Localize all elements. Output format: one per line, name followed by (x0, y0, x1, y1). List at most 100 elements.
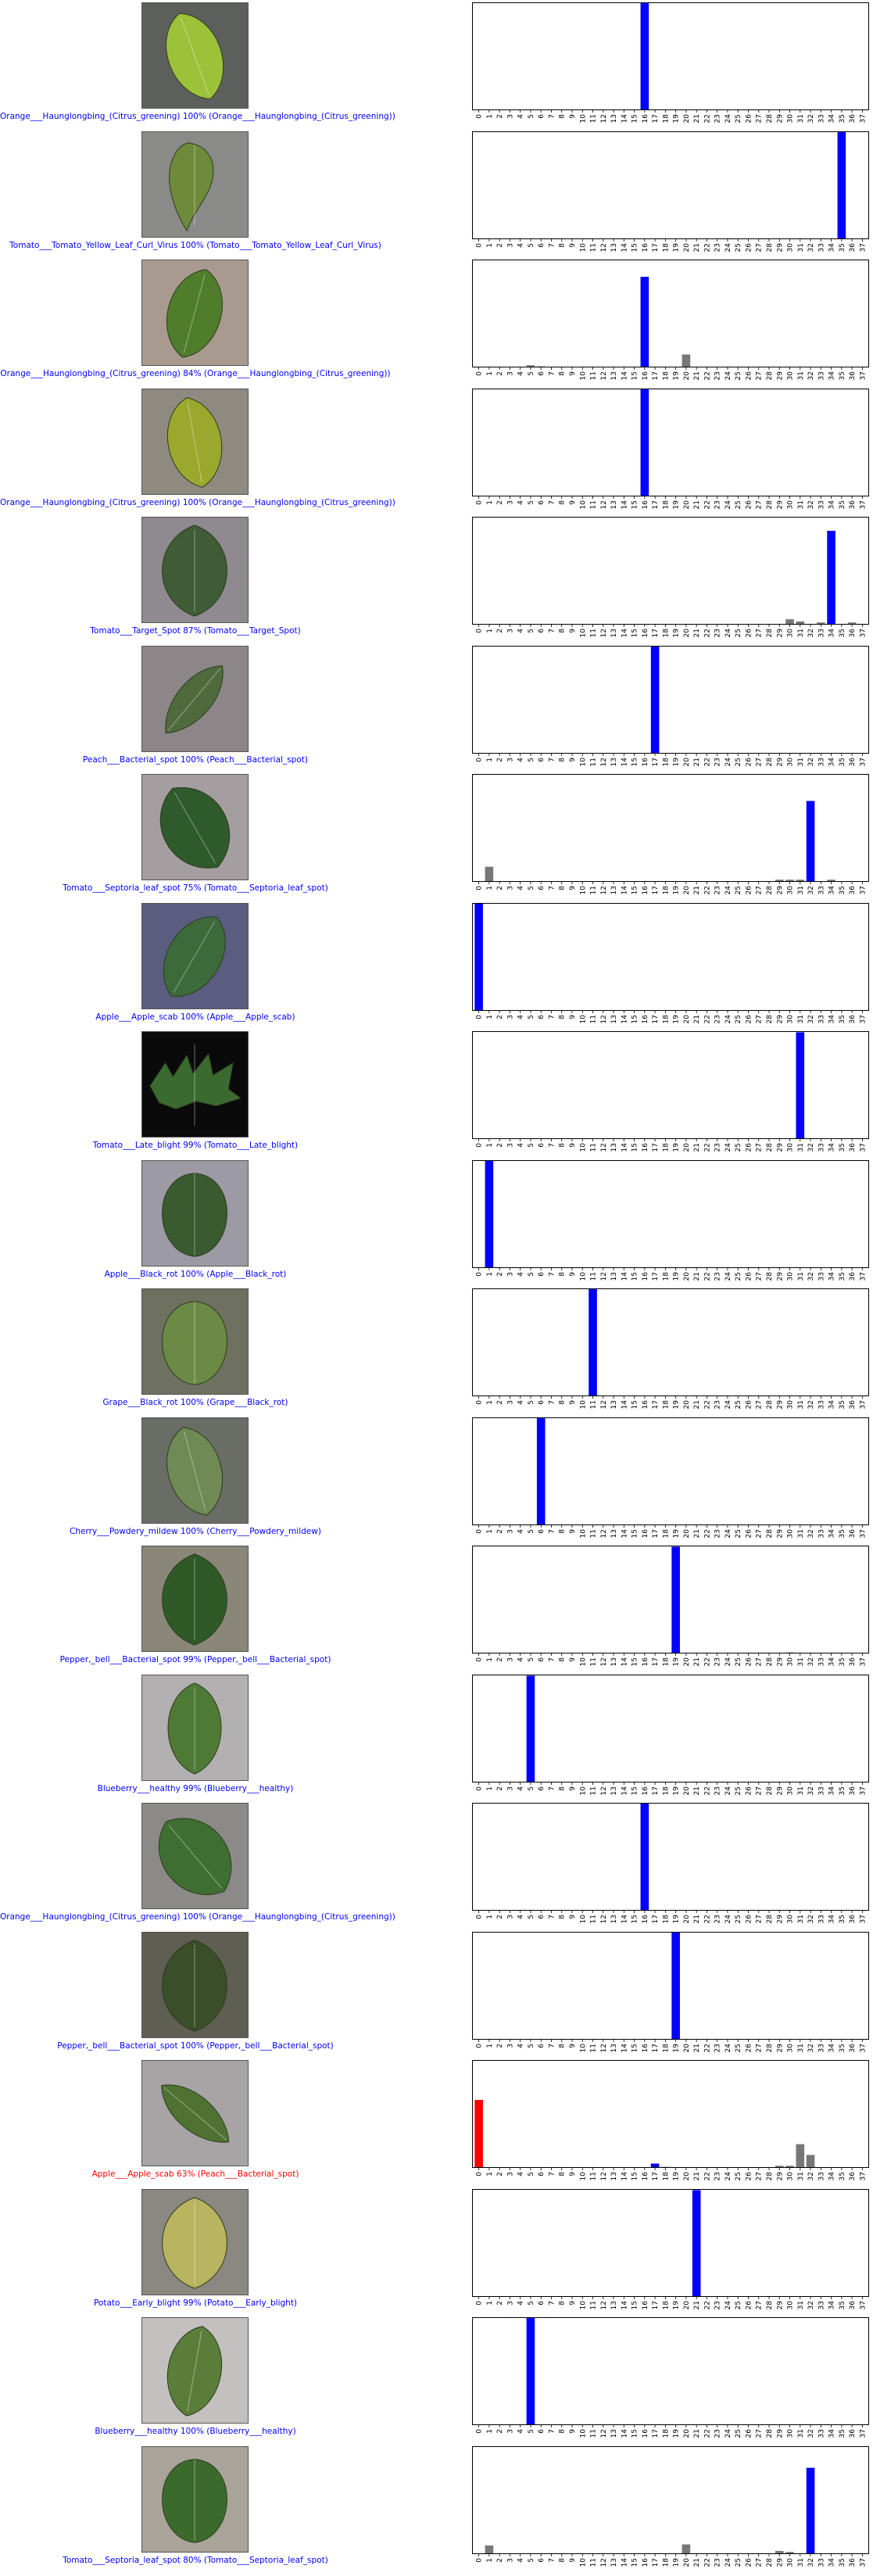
leaf-image (141, 774, 249, 880)
bar-class-29 (775, 2550, 784, 2554)
x-tick-label: 19 (673, 629, 681, 638)
x-tick-label: 30 (787, 629, 795, 638)
x-tick-label: 16 (642, 1271, 649, 1281)
x-tick-label: 14 (621, 2557, 628, 2567)
x-tick-label: 36 (849, 1143, 857, 1152)
x-tick-label: 27 (756, 2558, 764, 2567)
x-tick-label: 1 (486, 2429, 494, 2434)
x-tick-label: 27 (756, 2172, 764, 2180)
prediction-caption: Tomato___Septoria_leaf_spot 75% (Tomato_… (63, 883, 328, 893)
x-tick-label: 30 (787, 757, 795, 766)
x-tick-label: 0 (476, 1014, 484, 1019)
x-tick-label: 12 (600, 758, 608, 766)
x-tick-label: 4 (517, 629, 525, 633)
x-tick-label: 36 (849, 757, 857, 766)
x-tick-label: 37 (859, 1529, 867, 1538)
x-tick-label: 19 (673, 1786, 681, 1795)
x-tick-label: 11 (590, 243, 598, 252)
x-tick-label: 19 (673, 1014, 681, 1023)
x-tick-label: 8 (559, 242, 567, 247)
x-tick-label: 16 (642, 629, 649, 638)
x-tick-label: 1 (486, 758, 494, 762)
x-tick-label: 19 (673, 1143, 681, 1152)
x-tick-label: 23 (714, 114, 722, 123)
x-tick-label: 34 (828, 629, 836, 638)
x-tick-label: 5 (528, 629, 535, 633)
x-tick-label: 0 (476, 114, 484, 119)
x-tick-label: 28 (766, 1014, 774, 1023)
x-tick-label: 22 (703, 1786, 711, 1795)
x-tick-label: 12 (600, 2558, 608, 2567)
x-tick-label: 34 (828, 1786, 836, 1795)
prediction-caption: Tomato___Tomato_Yellow_Leaf_Curl_Virus 1… (9, 240, 381, 250)
x-tick-label: 37 (859, 1143, 867, 1152)
x-tick-label: 24 (725, 1915, 732, 1924)
x-tick-label: 32 (807, 2429, 815, 2438)
x-tick-label: 35 (839, 1015, 846, 1023)
x-tick-label: 4 (517, 1271, 525, 1276)
x-tick-label: 22 (703, 758, 711, 766)
x-tick-label: 31 (797, 1143, 805, 1152)
x-tick-label: 6 (538, 1400, 546, 1405)
x-tick-label: 17 (652, 1529, 660, 1538)
leaf-image (141, 1546, 249, 1652)
x-tick-label: 17 (652, 500, 660, 509)
x-tick-label: 16 (642, 242, 649, 252)
x-tick-label: 22 (703, 2558, 711, 2567)
x-tick-label: 11 (590, 2044, 598, 2052)
x-tick-label: 35 (839, 1657, 846, 1666)
x-tick-label: 28 (766, 371, 774, 381)
x-tick-label: 30 (787, 2429, 795, 2438)
x-tick-label: 1 (486, 1272, 494, 1277)
bar-class-32 (806, 2155, 815, 2168)
x-tick-label: 32 (807, 371, 815, 380)
leaf-image (141, 1417, 249, 1524)
x-tick-label: 8 (559, 371, 567, 376)
prediction-caption: Pepper,_bell___Bacterial_spot 99% (Peppe… (59, 1655, 331, 1664)
x-tick-label: 20 (683, 242, 691, 252)
bar-class-30 (785, 2166, 794, 2168)
x-tick-label: 32 (807, 1657, 815, 1666)
probability-chart: 0 1 2 3 4 5 6 7 8 9 10 11 12 13 14 15 16 17 18 19 20 21 22 23 24… (472, 1031, 869, 1152)
x-tick-label: 9 (569, 757, 577, 761)
x-tick-label: 17 (652, 758, 660, 766)
x-tick-label: 34 (828, 886, 836, 895)
x-tick-label: 12 (600, 243, 608, 252)
bar-class-31 (796, 2144, 805, 2168)
x-tick-label: 7 (548, 1143, 556, 1148)
x-tick-label: 8 (559, 1014, 567, 1019)
x-tick-label: 20 (683, 629, 691, 638)
x-tick-label: 32 (807, 1400, 815, 1409)
x-tick-label: 16 (642, 1400, 649, 1410)
x-tick-label: 1 (486, 1786, 494, 1791)
x-tick-label: 11 (590, 1529, 598, 1538)
x-tick-label: 31 (797, 371, 805, 380)
x-tick-label: 0 (476, 500, 484, 504)
x-tick-label: 12 (600, 1657, 608, 1666)
x-tick-label: 27 (756, 371, 764, 380)
x-tick-label: 26 (745, 629, 753, 638)
x-tick-label: 7 (548, 2429, 556, 2434)
x-tick-label: 19 (673, 757, 681, 766)
x-tick-label: 26 (745, 2429, 753, 2438)
x-tick-label: 2 (496, 500, 504, 505)
x-tick-label: 26 (745, 886, 753, 895)
x-tick-label: 4 (517, 1528, 525, 1533)
x-tick-label: 31 (797, 1786, 805, 1795)
x-tick-label: 36 (849, 2429, 857, 2438)
x-tick-label: 20 (683, 2557, 691, 2567)
x-tick-label: 11 (590, 1015, 598, 1023)
x-tick-label: 13 (610, 2558, 618, 2567)
x-tick-label: 34 (828, 371, 836, 381)
leaf-image (141, 517, 249, 623)
x-tick-label: 30 (787, 1014, 795, 1023)
x-tick-label: 7 (548, 1015, 556, 1019)
x-tick-label: 33 (818, 2044, 825, 2052)
x-tick-label: 0 (476, 2429, 484, 2434)
probability-chart: 0 1 2 3 4 5 6 7 8 9 10 11 12 13 14 15 16 17 18 19 20 21 22 23 24… (472, 131, 869, 252)
x-tick-label: 29 (776, 371, 784, 381)
x-tick-label: 22 (703, 1915, 711, 1923)
prediction-caption: Orange___Haunglongbing_(Citrus_greening)… (0, 369, 391, 378)
x-tick-label: 28 (766, 1528, 774, 1538)
x-tick-label: 37 (859, 243, 867, 252)
